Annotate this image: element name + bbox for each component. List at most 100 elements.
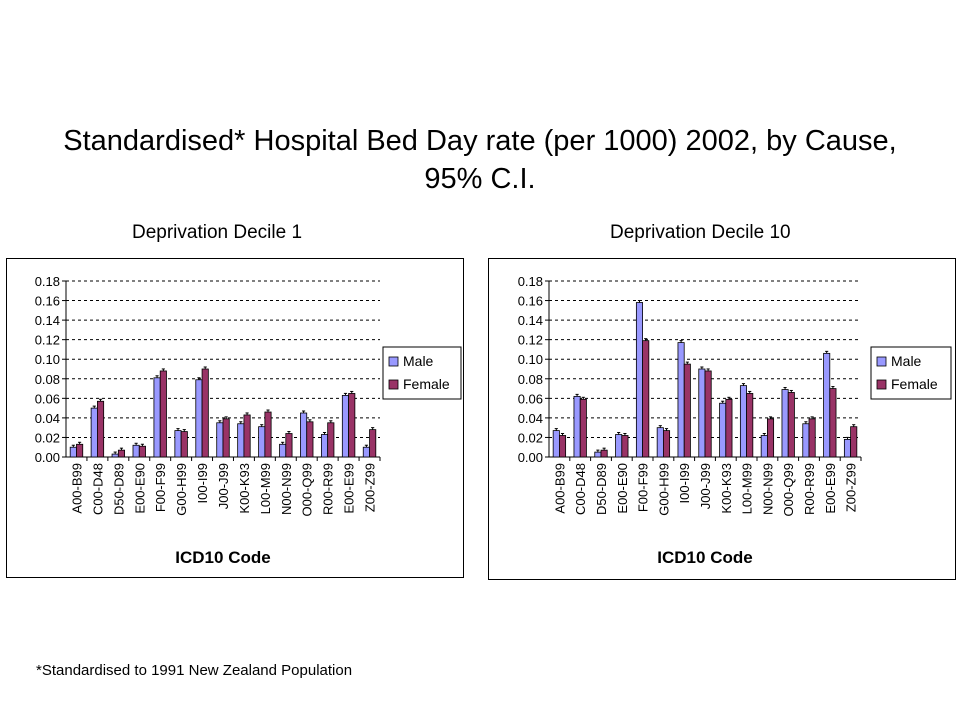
x-tick-label: E00-E90 xyxy=(615,463,630,514)
bar-male xyxy=(362,446,370,458)
bar-male xyxy=(258,426,266,458)
page-title: Standardised* Hospital Bed Day rate (per… xyxy=(63,125,897,195)
bar-female xyxy=(559,435,567,458)
x-tick-label: F00-F99 xyxy=(153,463,168,512)
bar-male xyxy=(237,423,245,458)
x-tick-label: O00-Q99 xyxy=(781,463,796,516)
y-tick-label: 0.02 xyxy=(518,430,543,445)
x-tick-label: A00-B99 xyxy=(69,463,84,514)
bar-male xyxy=(739,385,748,458)
bar-female xyxy=(243,414,251,458)
y-tick-label: 0.18 xyxy=(35,274,60,289)
y-tick-label: 0.02 xyxy=(35,430,60,445)
bar-female xyxy=(348,393,356,458)
bar-male xyxy=(719,402,727,458)
chart-decile-10: 0.00 0.02 0.04 0.06 0.08 0.10 0.12 0.14 0.16 0.18… xyxy=(488,258,956,580)
bar-male xyxy=(760,435,768,458)
x-tick-label: G00-H99 xyxy=(174,463,189,516)
x-tick-label: J00-J99 xyxy=(216,463,231,509)
bar-female xyxy=(662,430,671,458)
y-tick-label: 0.06 xyxy=(35,391,60,406)
y-tick-label: 0.04 xyxy=(518,411,543,426)
bar-female xyxy=(201,368,209,458)
legend-swatch-female xyxy=(876,379,887,390)
bar-female xyxy=(600,449,608,458)
bar-male xyxy=(153,377,161,458)
bar-female xyxy=(725,398,733,458)
legend-box xyxy=(870,346,952,400)
x-tick-label: C00-D48 xyxy=(90,463,105,515)
bar-male xyxy=(698,368,706,458)
bar-female xyxy=(97,400,105,458)
legend-swatch-female xyxy=(388,379,399,390)
x-tick-label: D50-D89 xyxy=(111,463,126,515)
y-tick-label: 0.04 xyxy=(35,411,60,426)
legend-label-female: Female xyxy=(891,376,938,392)
bar-female xyxy=(787,392,795,458)
bar-female xyxy=(138,445,146,458)
bar-male xyxy=(615,434,623,458)
bar-female xyxy=(704,370,712,458)
bar-female xyxy=(579,398,587,458)
legend-label-male: Male xyxy=(403,353,434,369)
bar-male xyxy=(823,352,831,458)
bar-female xyxy=(222,418,230,458)
bar-male xyxy=(843,438,851,458)
y-tick-label: 0.10 xyxy=(518,352,543,367)
bar-male xyxy=(341,394,350,458)
bar-male xyxy=(677,342,685,458)
y-tick-label: 0.16 xyxy=(518,294,543,309)
bar-female xyxy=(829,388,837,458)
bar-male xyxy=(69,446,77,458)
y-tick-label: 0.18 xyxy=(518,274,543,289)
bar-male xyxy=(594,451,602,458)
bar-male xyxy=(132,444,140,458)
y-tick-label: 0.14 xyxy=(35,313,60,328)
y-tick-label: 0.08 xyxy=(518,372,543,387)
x-tick-label: I00-I99 xyxy=(677,463,692,503)
y-tick-label: 0.14 xyxy=(518,313,543,328)
bar-female xyxy=(306,421,314,458)
x-tick-label: Z00-Z99 xyxy=(363,463,378,512)
x-tick-label: N00-N99 xyxy=(760,463,775,515)
x-tick-label: N00-N99 xyxy=(279,463,294,515)
footnote: *Standardised to 1991 New Zealand Popula… xyxy=(36,662,353,679)
x-tick-label: K00-K93 xyxy=(719,463,734,514)
bar-male xyxy=(656,427,664,458)
bar-female xyxy=(642,340,650,458)
bar-female xyxy=(180,431,188,458)
chart-decile-1: 0.00 0.02 0.04 0.06 0.08 0.10 0.12 0.14 0.16 0.18… xyxy=(6,258,464,578)
chart-svg-decile-1: 0.00 0.02 0.04 0.06 0.08 0.10 0.12 0.14 0.16 0.18… xyxy=(35,274,462,567)
x-axis-title: ICD10 Code xyxy=(175,548,270,567)
bar-female xyxy=(327,422,335,458)
bar-male xyxy=(279,443,287,458)
legend-label-male: Male xyxy=(891,353,922,369)
y-tick-label: 0.08 xyxy=(35,372,60,387)
bar-male xyxy=(195,379,203,458)
x-tick-label: Z00-Z99 xyxy=(844,463,859,512)
x-tick-label: A00-B99 xyxy=(552,463,567,514)
bar-male xyxy=(781,389,789,458)
bar-male xyxy=(802,423,810,458)
legend-swatch-male xyxy=(388,356,399,367)
x-axis-title: ICD10 Code xyxy=(657,548,752,567)
y-tick-label: 0.12 xyxy=(35,333,60,348)
bar-female xyxy=(76,443,84,458)
x-tick-label: F00-F99 xyxy=(636,463,651,512)
y-tick-label: 0.10 xyxy=(35,352,60,367)
x-tick-label: L00-M99 xyxy=(740,463,755,514)
y-tick-label: 0.00 xyxy=(35,450,60,465)
x-tick-label: I00-I99 xyxy=(195,463,210,503)
panel-title-decile-1: Deprivation Decile 1 xyxy=(132,222,303,243)
x-tick-label: E00-E99 xyxy=(823,463,838,514)
x-tick-label: G00-H99 xyxy=(656,463,671,516)
bar-female xyxy=(683,363,691,458)
y-tick-label: 0.16 xyxy=(35,294,60,309)
x-tick-label: R00-R99 xyxy=(321,463,336,515)
bar-male xyxy=(300,412,308,458)
x-tick-label: R00-R99 xyxy=(802,463,817,515)
x-tick-label: C00-D48 xyxy=(573,463,588,515)
legend-box xyxy=(382,346,462,400)
bar-male xyxy=(635,302,644,458)
bar-male xyxy=(552,430,560,458)
